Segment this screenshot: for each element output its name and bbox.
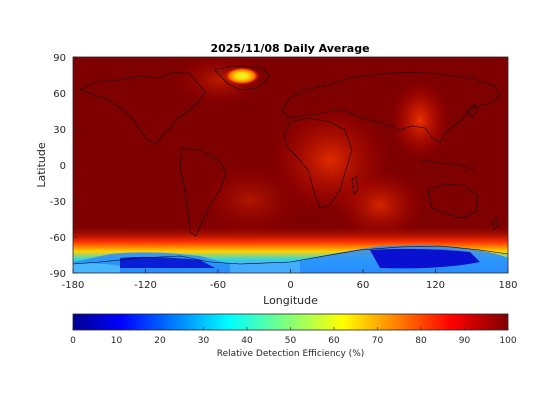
- x-tick-label: 60: [357, 280, 370, 291]
- x-tick-label: 120: [426, 280, 445, 291]
- south-atlantic-warm-region: [200, 165, 300, 235]
- colorbar-tick-label: 60: [328, 336, 340, 346]
- colorbar-tick-label: 70: [372, 336, 384, 346]
- y-axis-label: Latitude: [35, 142, 48, 188]
- colorbar-tick-label: 10: [111, 336, 123, 346]
- y-tick-label: -60: [50, 233, 66, 244]
- y-tick-label: 30: [53, 125, 66, 136]
- y-tick-label: 90: [53, 53, 66, 64]
- colorbar-label: Relative Detection Efficiency (%): [217, 349, 365, 359]
- y-tick-label: 0: [60, 161, 66, 172]
- efficiency-map: [73, 57, 508, 273]
- colorbar: 0 10 20 30 40 50 60 70 80 90 100 Relativ…: [70, 313, 517, 359]
- colorbar-tick-label: 20: [154, 336, 166, 346]
- antarctic-light-west: [73, 263, 120, 273]
- map-title: 2025/11/08 Daily Average: [210, 42, 369, 55]
- colorbar-tick-label: 50: [285, 336, 297, 346]
- antarctic-deep-blue-east: [370, 248, 480, 269]
- y-tick-label: -90: [50, 269, 66, 280]
- x-tick-label: 180: [498, 280, 517, 291]
- colorbar-tick-label: 40: [241, 336, 253, 346]
- colorbar-tick-label: 90: [459, 336, 471, 346]
- x-tick-label: -60: [210, 280, 226, 291]
- colorbar-tick-label: 0: [70, 336, 76, 346]
- antarctic-deep-blue-west: [120, 256, 215, 268]
- y-tick-label: 60: [53, 89, 66, 100]
- coastlines: [73, 65, 508, 265]
- colorbar-tick-label: 100: [499, 336, 516, 346]
- x-tick-label: 0: [287, 280, 293, 291]
- indian-ocean-warm-region: [390, 80, 450, 160]
- colorbar-tick-label: 30: [198, 336, 210, 346]
- greenland-low-efficiency: [224, 67, 260, 85]
- y-tick-label: -30: [50, 197, 66, 208]
- x-tick-label: -120: [134, 280, 157, 291]
- antarctic-light-central: [230, 260, 300, 273]
- y-axis: 90 60 30 0 -30 -60 -90 Latitude: [35, 53, 77, 280]
- colorbar-tick-label: 80: [415, 336, 427, 346]
- x-tick-label: -180: [62, 280, 85, 291]
- x-axis: -180 -120 -60 0 60 120 180 Longitude: [62, 269, 518, 307]
- x-axis-label: Longitude: [263, 294, 318, 307]
